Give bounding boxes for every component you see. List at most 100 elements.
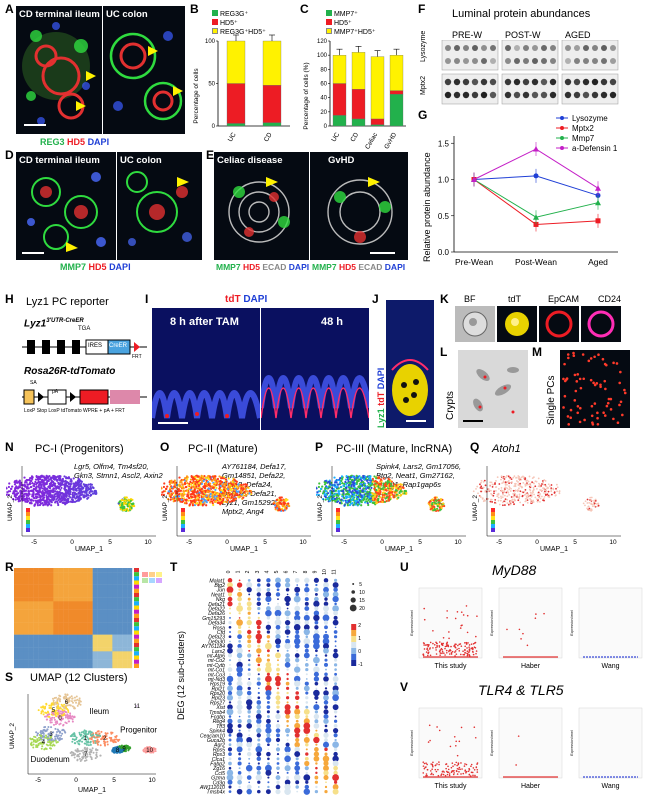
cell-point bbox=[200, 474, 203, 477]
cell-point bbox=[96, 736, 99, 739]
panel-letter-e: E bbox=[206, 148, 215, 162]
cell-point bbox=[387, 492, 390, 495]
heatmap-cell bbox=[53, 663, 59, 669]
colorbar-cell bbox=[26, 516, 30, 520]
cell-point bbox=[193, 489, 196, 492]
cell-point bbox=[383, 500, 387, 503]
blot-dot bbox=[550, 45, 556, 51]
title-f: Luminal protein abundances bbox=[452, 8, 591, 20]
heatmap-cell bbox=[117, 655, 123, 660]
heatmap-cell bbox=[68, 580, 74, 585]
blot-dot bbox=[472, 58, 478, 64]
blot-dot bbox=[582, 78, 590, 86]
label-a-right: UC colon bbox=[106, 9, 148, 20]
cell-point bbox=[80, 731, 83, 734]
cell-point bbox=[432, 509, 435, 512]
heatmap-cell bbox=[87, 576, 93, 581]
heatmap-cell bbox=[63, 643, 69, 648]
cell-point bbox=[189, 478, 193, 481]
cell-point bbox=[284, 499, 287, 503]
stain-legend-e-right: MMP7 HD5 ECAD DAPI bbox=[312, 262, 406, 272]
cell-point bbox=[382, 477, 385, 480]
cell-point bbox=[73, 735, 76, 738]
heatmap-cell bbox=[28, 601, 34, 606]
cell-point bbox=[383, 483, 386, 486]
cell-point bbox=[278, 505, 281, 509]
cell-point bbox=[196, 487, 199, 490]
cell-point bbox=[230, 496, 233, 499]
cell-point bbox=[126, 744, 129, 747]
cell-point bbox=[178, 497, 182, 500]
cell-point bbox=[54, 723, 57, 726]
colorbar-cell bbox=[336, 512, 340, 516]
heatmap-cell bbox=[68, 663, 74, 669]
heatmap-cell bbox=[58, 584, 64, 590]
heatmap-cell bbox=[53, 647, 59, 652]
cell-point bbox=[386, 481, 389, 484]
blot-dot bbox=[504, 91, 512, 99]
cell-point bbox=[507, 491, 510, 494]
cell-dot bbox=[621, 413, 624, 417]
cell-point bbox=[72, 491, 75, 494]
data-point bbox=[595, 185, 601, 191]
time-i-right: 48 h bbox=[321, 316, 344, 328]
colorbar-cell bbox=[491, 512, 495, 516]
cell-point bbox=[113, 740, 116, 743]
heatmap-cell bbox=[97, 655, 103, 660]
cell-point bbox=[31, 482, 34, 485]
cell-point bbox=[393, 484, 396, 488]
heatmap-cell bbox=[18, 588, 25, 594]
heatmap-cell bbox=[77, 618, 84, 623]
cell-point bbox=[379, 482, 383, 485]
cell-point bbox=[324, 496, 327, 499]
cell-point bbox=[545, 494, 547, 497]
cell-point bbox=[589, 496, 592, 499]
cell-point bbox=[71, 715, 74, 718]
heatmap-cell bbox=[58, 618, 64, 623]
cell-point bbox=[522, 491, 525, 494]
cell-point bbox=[533, 493, 535, 496]
cell-point bbox=[501, 490, 504, 493]
cell-point bbox=[342, 487, 345, 490]
heatmap-cell bbox=[82, 613, 88, 619]
cell-point bbox=[92, 751, 95, 754]
heatmap-cell bbox=[87, 584, 93, 590]
legend-key bbox=[156, 578, 162, 583]
cell-point bbox=[403, 489, 406, 493]
cell-point bbox=[88, 490, 91, 494]
legend-label: Lysozyme bbox=[572, 114, 608, 123]
cell-point bbox=[34, 740, 37, 743]
cell-point bbox=[219, 484, 222, 488]
cell-point bbox=[61, 492, 65, 496]
heatmap-cell bbox=[33, 584, 39, 590]
heatmap-cell bbox=[117, 613, 123, 619]
cell-point bbox=[373, 497, 377, 500]
row-annotation bbox=[134, 622, 139, 627]
cell-point bbox=[64, 490, 68, 494]
legend-marker bbox=[560, 146, 564, 150]
cell-point bbox=[380, 480, 383, 483]
heatmap-cell bbox=[122, 572, 128, 577]
cell-point bbox=[222, 497, 225, 500]
cell-point bbox=[179, 489, 182, 492]
cell-point bbox=[512, 501, 515, 504]
cell-point bbox=[597, 504, 600, 507]
cell-point bbox=[85, 740, 88, 743]
panel-letter-h: H bbox=[5, 292, 14, 306]
cell-point bbox=[24, 489, 27, 492]
cell-point bbox=[74, 699, 77, 702]
heatmap-cell bbox=[14, 609, 20, 615]
cell-point bbox=[59, 738, 62, 741]
cell-point bbox=[224, 489, 227, 492]
cell-point bbox=[50, 733, 53, 736]
heatmap-cell bbox=[23, 638, 29, 644]
heatmap-cell bbox=[53, 580, 59, 585]
label-a-left: CD terminal ileum bbox=[19, 9, 100, 20]
micrograph-m bbox=[560, 350, 630, 428]
heatmap-cell bbox=[58, 588, 64, 594]
cell-point bbox=[73, 756, 76, 759]
cell-point bbox=[226, 500, 229, 504]
colorbar-cell bbox=[26, 524, 30, 528]
cell-dot bbox=[562, 406, 565, 409]
blot-dot bbox=[454, 58, 460, 64]
